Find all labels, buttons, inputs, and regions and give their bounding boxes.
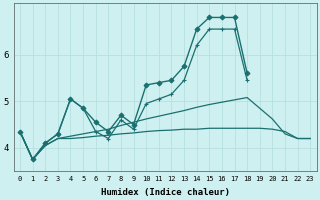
X-axis label: Humidex (Indice chaleur): Humidex (Indice chaleur)	[100, 188, 230, 197]
